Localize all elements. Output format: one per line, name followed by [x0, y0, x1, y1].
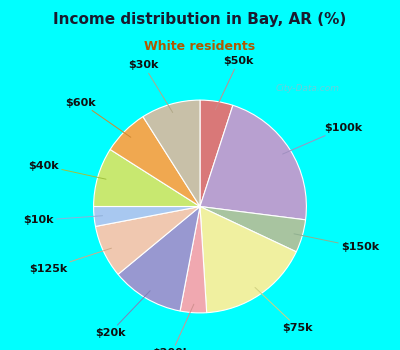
Wedge shape: [96, 206, 200, 274]
Text: Income distribution in Bay, AR (%): Income distribution in Bay, AR (%): [53, 12, 347, 27]
Text: City-Data.com: City-Data.com: [276, 84, 340, 93]
Wedge shape: [94, 149, 200, 206]
Text: $75k: $75k: [255, 287, 313, 333]
Wedge shape: [110, 117, 200, 206]
Text: $150k: $150k: [294, 234, 379, 252]
Wedge shape: [118, 206, 200, 311]
Text: $200k: $200k: [153, 304, 194, 350]
Text: $100k: $100k: [283, 123, 362, 154]
Wedge shape: [200, 100, 233, 206]
Text: $20k: $20k: [95, 291, 150, 338]
Wedge shape: [143, 100, 200, 206]
Wedge shape: [200, 206, 306, 252]
Wedge shape: [200, 105, 306, 220]
Wedge shape: [94, 206, 200, 226]
Text: $125k: $125k: [29, 248, 112, 274]
Text: White residents: White residents: [144, 40, 256, 53]
Text: $10k: $10k: [23, 215, 102, 225]
Wedge shape: [180, 206, 207, 313]
Wedge shape: [200, 206, 296, 313]
Text: $50k: $50k: [215, 56, 253, 110]
Text: $30k: $30k: [129, 61, 173, 112]
Text: $40k: $40k: [28, 161, 106, 179]
Text: $60k: $60k: [66, 98, 131, 137]
